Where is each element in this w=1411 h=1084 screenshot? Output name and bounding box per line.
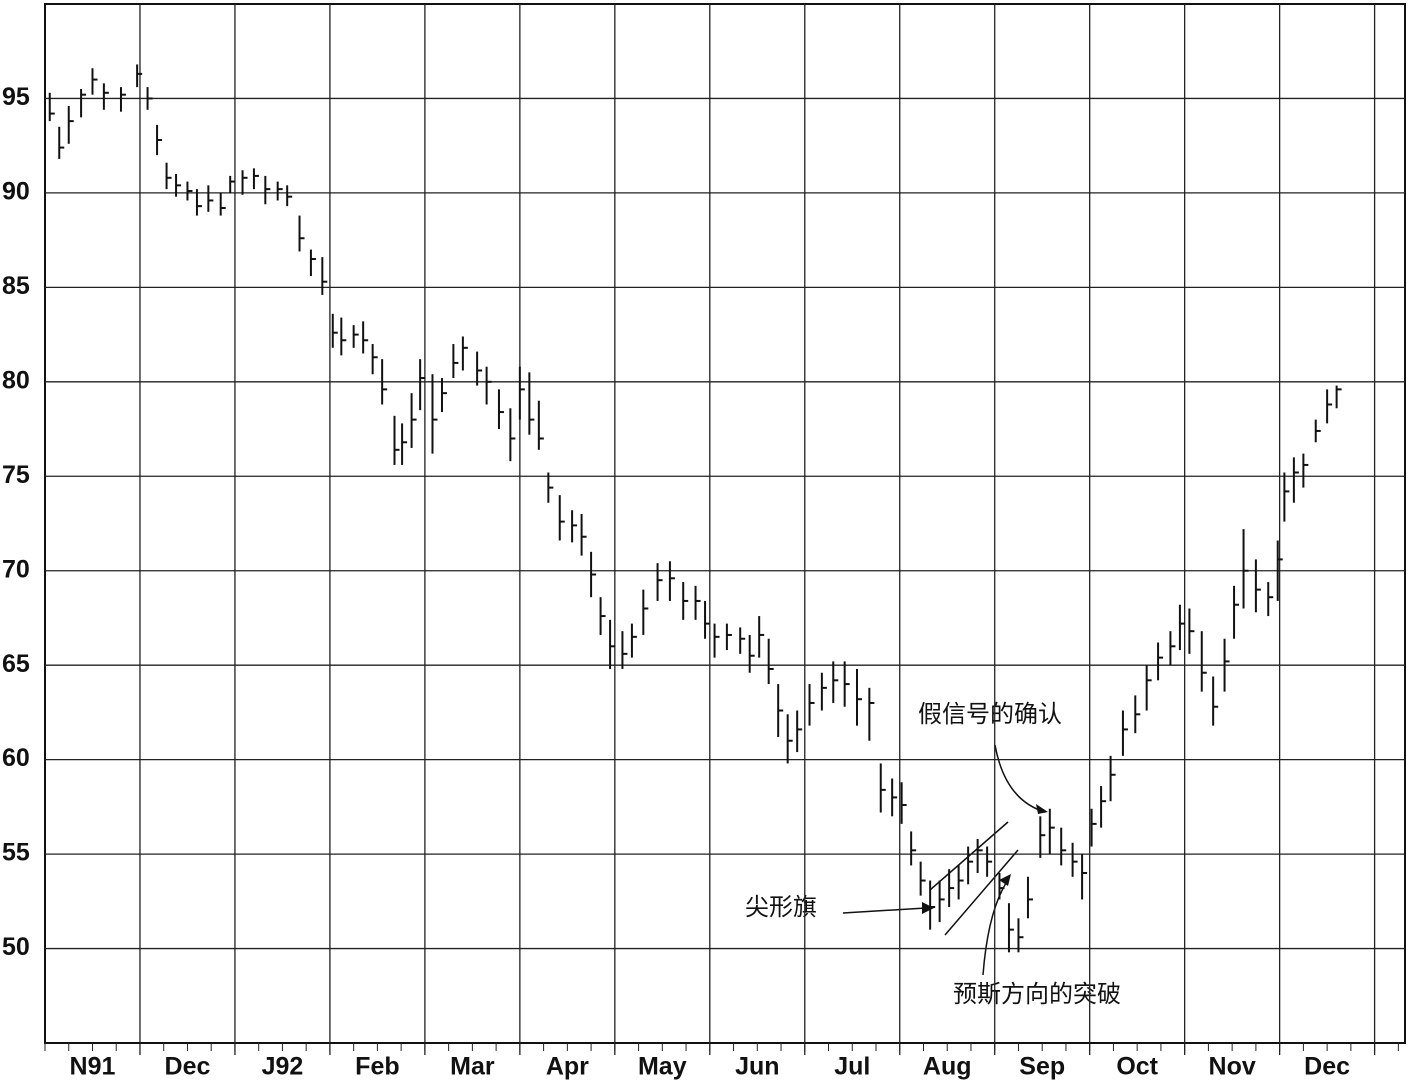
- arrow: [994, 744, 1046, 813]
- arrow: [982, 879, 1009, 976]
- x-tick-label: May: [638, 1053, 687, 1081]
- x-tick-label: Apr: [546, 1053, 589, 1081]
- x-tick-label: Dec: [165, 1053, 211, 1081]
- y-tick-label: 60: [2, 744, 30, 772]
- y-tick-label: 50: [2, 933, 30, 961]
- y-tick-label: 90: [2, 178, 30, 206]
- annotation: 假信号的确认: [918, 700, 1062, 728]
- x-tick-label: J92: [262, 1053, 304, 1081]
- x-tick-label: Mar: [450, 1053, 495, 1081]
- x-tick-label: N91: [70, 1053, 116, 1081]
- arrow: [842, 907, 927, 914]
- y-tick-label: 65: [2, 650, 30, 678]
- y-tick-label: 75: [2, 461, 30, 489]
- y-tick-label: 80: [2, 366, 30, 394]
- arrow-head: [922, 902, 934, 914]
- y-tick-label: 55: [2, 839, 30, 867]
- y-tick-label: 85: [2, 272, 30, 300]
- pennant-lower: [944, 849, 1019, 936]
- x-tick-label: Sep: [1019, 1053, 1065, 1081]
- x-tick-label: Jul: [834, 1053, 870, 1081]
- x-tick-label: Oct: [1116, 1053, 1158, 1081]
- annotation: 预斯方向的突破: [953, 980, 1121, 1008]
- x-tick-label: Aug: [923, 1053, 972, 1081]
- y-tick-label: 95: [2, 83, 30, 111]
- arrow-head: [999, 874, 1011, 886]
- x-tick-label: Jun: [735, 1053, 779, 1081]
- plot-frame: [44, 3, 1406, 1044]
- x-tick-label: Dec: [1304, 1053, 1350, 1081]
- x-tick-label: Nov: [1209, 1053, 1256, 1081]
- arrow-head: [1036, 804, 1048, 814]
- x-tick-label: Feb: [355, 1053, 399, 1081]
- y-tick-label: 70: [2, 555, 30, 583]
- annotation: 尖形旗: [745, 893, 817, 921]
